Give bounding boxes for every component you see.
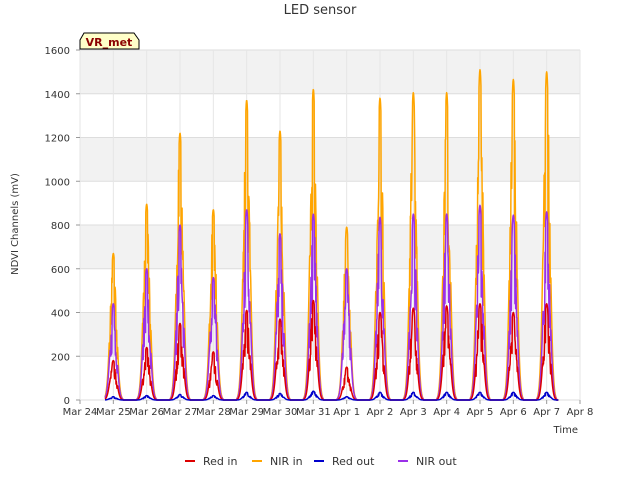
x-tick-label: Apr 5 xyxy=(467,407,494,418)
site-tag: VR_met xyxy=(79,32,140,50)
x-tick-label: Apr 3 xyxy=(400,407,427,418)
y-tick-labels: 0 200 400 600 800 1000 1200 1400 1600 xyxy=(45,46,80,407)
series-lines xyxy=(104,68,559,401)
chart-title: LED sensor xyxy=(284,3,357,18)
y-tick-label: 0 xyxy=(64,396,70,407)
legend-label: Red in xyxy=(203,455,237,468)
legend-label: NIR out xyxy=(416,455,457,468)
y-tick-label: 1400 xyxy=(45,90,70,101)
x-tick-label: Mar 25 xyxy=(96,407,131,418)
x-tick-label: Apr 2 xyxy=(367,407,394,418)
series-line-red-out xyxy=(104,390,559,401)
x-tick-label: Apr 7 xyxy=(533,407,560,418)
legend-item-nir-in: NIR in xyxy=(252,455,303,468)
site-tag-label: VR_met xyxy=(86,36,133,49)
legend-item-nir-out: NIR out xyxy=(398,455,457,468)
x-tick-label: Apr 8 xyxy=(567,407,594,418)
x-tick-label: Apr 4 xyxy=(433,407,460,418)
x-tick-label: Mar 28 xyxy=(196,407,231,418)
x-tick-label: Apr 6 xyxy=(500,407,527,418)
grid-bands xyxy=(80,50,580,357)
legend-label: Red out xyxy=(332,455,375,468)
y-tick-label: 1000 xyxy=(45,177,70,188)
grid-band xyxy=(80,50,580,94)
y-tick-label: 400 xyxy=(51,309,70,320)
x-tick-label: Mar 29 xyxy=(229,407,264,418)
legend: Red in NIR in Red out NIR out xyxy=(185,455,457,468)
y-tick-label: 800 xyxy=(51,221,70,232)
x-tick-label: Mar 24 xyxy=(63,407,98,418)
x-tick-label: Mar 31 xyxy=(296,407,331,418)
y-tick-label: 1200 xyxy=(45,134,70,145)
y-tick-label: 1600 xyxy=(45,46,70,57)
grid-band xyxy=(80,225,580,269)
y-axis-label: NDVI Channels (mV) xyxy=(10,173,21,275)
x-tick-label: Mar 30 xyxy=(263,407,298,418)
grid-band xyxy=(80,312,580,357)
grid-band xyxy=(80,137,580,182)
legend-item-red-out: Red out xyxy=(314,455,375,468)
x-tick-label: Mar 27 xyxy=(163,407,198,418)
y-tick-label: 600 xyxy=(51,265,70,276)
legend-item-red-in: Red in xyxy=(185,455,237,468)
x-axis-label: Time xyxy=(553,425,578,436)
x-tick-label: Mar 26 xyxy=(129,407,164,418)
y-tick-label: 200 xyxy=(51,352,70,363)
legend-label: NIR in xyxy=(270,455,303,468)
x-tick-label: Apr 1 xyxy=(333,407,360,418)
